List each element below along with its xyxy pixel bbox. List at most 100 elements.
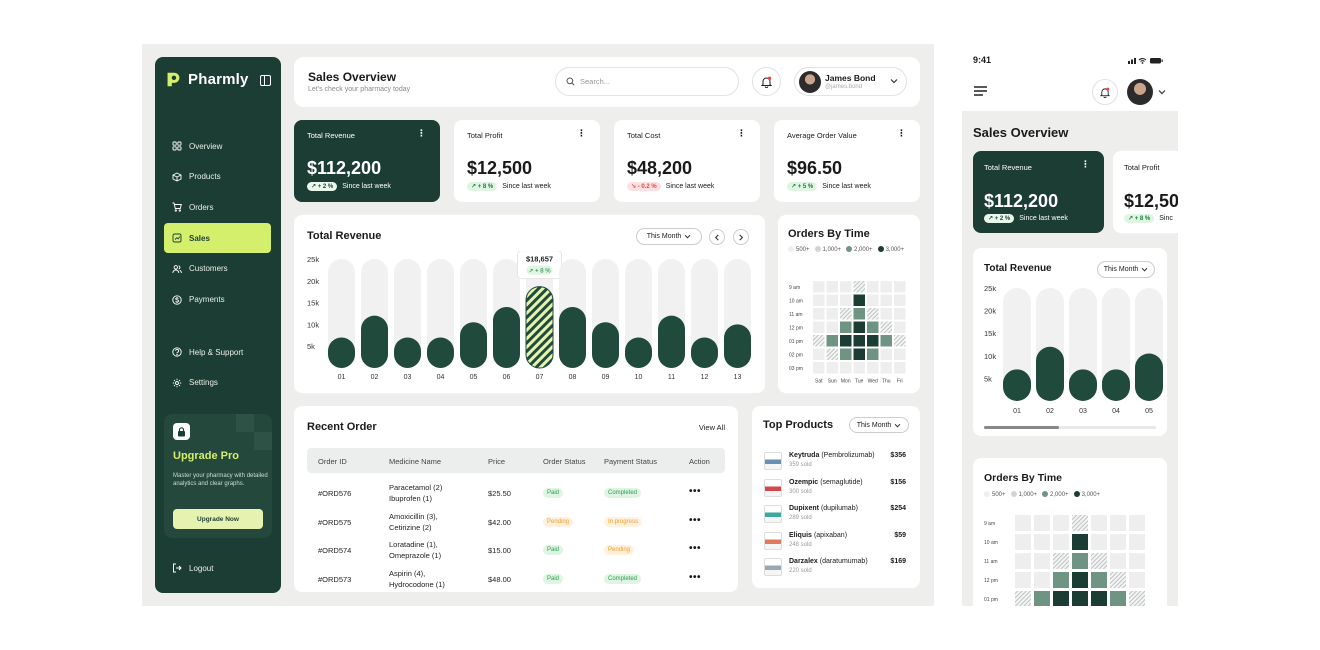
heatmap-cell[interactable] <box>853 308 866 320</box>
chevron-down-icon[interactable] <box>1158 89 1166 95</box>
heatmap-cell[interactable] <box>1129 572 1145 588</box>
table-row[interactable]: #ORD574 Loratadine (1), Omeprazole (1) $15.… <box>307 539 725 563</box>
heatmap-cell[interactable] <box>813 362 825 374</box>
heatmap-cell[interactable] <box>826 335 839 347</box>
mobile-stat-card[interactable]: Total Revenue ⋮ $112,200 ↗ + 2 % Since last … <box>973 151 1104 233</box>
heatmap-cell[interactable] <box>1034 591 1050 606</box>
table-row[interactable]: #ORD573 Aspirin (4), Hydrocodone (1) $48.00… <box>307 568 725 592</box>
heatmap-cell[interactable] <box>1053 515 1069 531</box>
heatmap-cell[interactable] <box>894 348 906 361</box>
search-input[interactable]: Search... <box>555 67 739 96</box>
product-row[interactable]: Darzalex (daratumumab) 220 sold $169 <box>752 556 920 580</box>
heatmap-cell[interactable] <box>1053 553 1069 569</box>
heatmap-cell[interactable] <box>1015 572 1031 588</box>
stat-card[interactable]: Total Profit ⋮ $12,500 ↗ + 8 % Since last we… <box>454 120 600 202</box>
menu-icon[interactable] <box>974 86 987 96</box>
heatmap-cell[interactable] <box>1053 572 1069 588</box>
heatmap-cell[interactable] <box>853 348 866 361</box>
bar[interactable] <box>460 322 487 368</box>
sidebar-item-help-support[interactable]: Help & Support <box>164 337 271 367</box>
heatmap-cell[interactable] <box>853 335 866 347</box>
heatmap-cell[interactable] <box>1015 591 1031 606</box>
heatmap-cell[interactable] <box>1015 553 1031 569</box>
heatmap-cell[interactable] <box>826 308 839 320</box>
heatmap-cell[interactable] <box>1072 515 1088 531</box>
more-vertical-icon[interactable]: ⋮ <box>577 128 586 138</box>
heatmap-cell[interactable] <box>867 321 879 334</box>
bar[interactable] <box>691 337 718 368</box>
heatmap-cell[interactable] <box>1091 553 1107 569</box>
sidebar-item-settings[interactable]: Settings <box>164 368 271 398</box>
view-all-link[interactable]: View All <box>698 423 725 432</box>
bar[interactable] <box>559 306 586 368</box>
sidebar-item-payments[interactable]: Payments <box>164 285 271 315</box>
heatmap-cell[interactable] <box>867 308 879 320</box>
more-horizontal-icon[interactable]: ••• <box>689 543 702 555</box>
more-vertical-icon[interactable]: ⋮ <box>417 128 426 138</box>
mobile-stat-card[interactable]: Total Profit $12,50 ↗ + 8 % Sinc <box>1113 151 1178 233</box>
heatmap-cell[interactable] <box>867 335 879 347</box>
heatmap-cell[interactable] <box>813 294 825 307</box>
heatmap-cell[interactable] <box>853 281 866 293</box>
avatar[interactable] <box>1127 79 1153 105</box>
heatmap-cell[interactable] <box>1110 553 1126 569</box>
sidebar-item-overview[interactable]: Overview <box>164 131 271 161</box>
sidebar-collapse-icon[interactable] <box>260 75 271 86</box>
sidebar-item-products[interactable]: Products <box>164 162 271 192</box>
heatmap-cell[interactable] <box>894 281 906 293</box>
bar[interactable] <box>625 337 652 368</box>
stat-card[interactable]: Total Cost ⋮ $48,200 ↘ - 0.2 % Since last we… <box>614 120 760 202</box>
table-row[interactable]: #ORD576 Paracetamol (2) Ibuprofen (1) $25.5… <box>307 482 725 506</box>
heatmap-cell[interactable] <box>813 308 825 320</box>
chart-scrollbar-thumb[interactable] <box>984 426 1059 429</box>
heatmap-cell[interactable] <box>840 321 852 334</box>
heatmap-cell[interactable] <box>1072 534 1088 550</box>
notification-button[interactable] <box>752 67 781 96</box>
heatmap-cell[interactable] <box>840 362 852 374</box>
upgrade-now-button[interactable]: Upgrade Now <box>173 509 263 529</box>
more-vertical-icon[interactable]: ⋮ <box>1081 159 1090 169</box>
heatmap-cell[interactable] <box>826 362 839 374</box>
sidebar-item-customers[interactable]: Customers <box>164 254 271 284</box>
stat-card[interactable]: Average Order Value ⋮ $96.50 ↗ + 5 % Since l… <box>774 120 920 202</box>
heatmap-cell[interactable] <box>894 294 906 307</box>
bar[interactable] <box>427 337 454 368</box>
heatmap-cell[interactable] <box>840 281 852 293</box>
bar[interactable] <box>1036 346 1064 401</box>
product-row[interactable]: Eliquis (apixaban) 248 sold $59 <box>752 530 920 554</box>
heatmap-cell[interactable] <box>813 281 825 293</box>
heatmap-cell[interactable] <box>840 294 852 307</box>
heatmap-cell[interactable] <box>867 294 879 307</box>
heatmap-cell[interactable] <box>1034 534 1050 550</box>
heatmap-cell[interactable] <box>1110 572 1126 588</box>
next-button[interactable] <box>733 229 749 245</box>
heatmap-cell[interactable] <box>1072 591 1088 606</box>
heatmap-cell[interactable] <box>1129 515 1145 531</box>
bar[interactable] <box>724 324 751 368</box>
product-row[interactable]: Ozempic (semaglutide) 300 sold $156 <box>752 477 920 501</box>
heatmap-cell[interactable] <box>1129 591 1145 606</box>
heatmap-cell[interactable] <box>853 321 866 334</box>
bar[interactable] <box>1135 353 1163 401</box>
heatmap-cell[interactable] <box>867 281 879 293</box>
heatmap-cell[interactable] <box>1110 534 1126 550</box>
heatmap-cell[interactable] <box>880 308 893 320</box>
heatmap-cell[interactable] <box>1034 515 1050 531</box>
bar[interactable] <box>592 322 619 368</box>
heatmap-cell[interactable] <box>880 281 893 293</box>
heatmap-cell[interactable] <box>894 335 906 347</box>
more-horizontal-icon[interactable]: ••• <box>689 486 702 497</box>
heatmap-cell[interactable] <box>1015 534 1031 550</box>
mobile-period-select[interactable]: This Month <box>1097 261 1155 278</box>
notification-button[interactable] <box>1092 79 1118 105</box>
stat-card[interactable]: Total Revenue ⋮ $112,200 ↗ + 2 % Since last … <box>294 120 440 202</box>
heatmap-cell[interactable] <box>1034 553 1050 569</box>
heatmap-cell[interactable] <box>880 294 893 307</box>
heatmap-cell[interactable] <box>1129 553 1145 569</box>
heatmap-cell[interactable] <box>1053 591 1069 606</box>
heatmap-cell[interactable] <box>826 294 839 307</box>
heatmap-cell[interactable] <box>1072 553 1088 569</box>
heatmap-cell[interactable] <box>1091 572 1107 588</box>
bar[interactable] <box>361 315 388 368</box>
heatmap-cell[interactable] <box>1091 591 1107 606</box>
